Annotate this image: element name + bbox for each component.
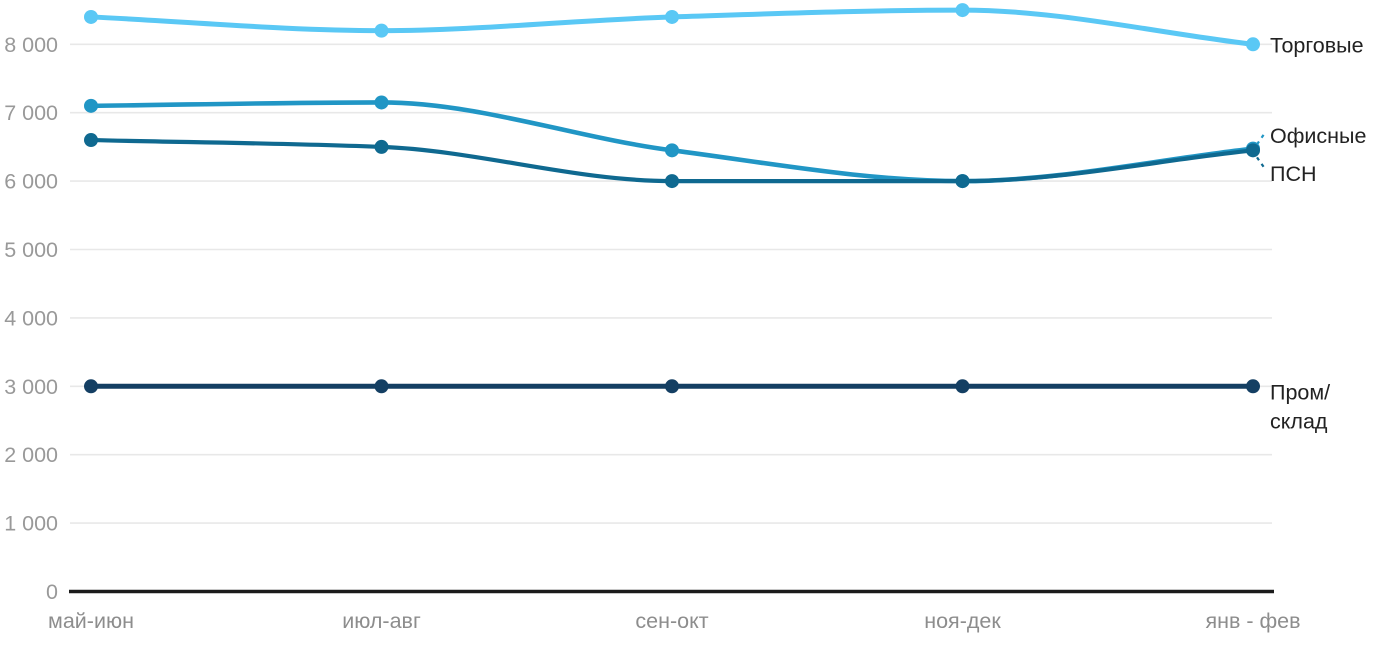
- series-point-prom-sklad: [665, 379, 679, 394]
- x-axis-tick-label: июл-авг: [342, 609, 421, 633]
- series-point-psn: [84, 133, 98, 148]
- series-point-prom-sklad: [374, 379, 389, 394]
- series-point-torgovye: [84, 9, 98, 24]
- y-axis-tick-label: 3 000: [4, 375, 58, 399]
- series-point-ofisnye: [374, 95, 389, 110]
- series-label-ofisnye: Офисные: [1270, 124, 1366, 148]
- y-axis-tick-label: 1 000: [4, 512, 58, 536]
- series-point-torgovye: [1246, 37, 1260, 52]
- x-axis-tick-label: май-июн: [48, 609, 134, 633]
- series-label-psn: ПСН: [1270, 162, 1317, 186]
- series-point-prom-sklad: [84, 379, 98, 394]
- series-point-psn: [955, 174, 970, 189]
- series-point-prom-sklad: [955, 379, 970, 394]
- x-axis-tick-label: ноя-дек: [924, 609, 1001, 633]
- series-point-prom-sklad: [1246, 379, 1260, 394]
- series-point-psn: [665, 174, 679, 189]
- series-label-prom-sklad: Пром/: [1270, 380, 1330, 404]
- y-axis-tick-label: 8 000: [4, 33, 58, 57]
- y-axis-tick-label: 5 000: [4, 238, 58, 262]
- y-axis-tick-label: 4 000: [4, 306, 58, 330]
- y-axis-tick-label: 2 000: [4, 443, 58, 467]
- leader-line-ofisnye: [1256, 130, 1267, 145]
- x-axis-tick-label: сен-окт: [635, 609, 708, 633]
- series-point-psn: [374, 139, 389, 154]
- y-axis-tick-label: 6 000: [4, 170, 58, 194]
- y-axis-tick-label: 7 000: [4, 101, 58, 125]
- series-point-torgovye: [665, 9, 679, 24]
- series-point-psn: [1246, 143, 1260, 158]
- series-point-torgovye: [955, 3, 970, 18]
- y-axis-tick-label: 0: [46, 580, 58, 604]
- leader-line-psn: [1256, 156, 1267, 171]
- x-axis-tick-label: янв - фев: [1205, 609, 1300, 633]
- series-label-prom-sklad: склад: [1270, 409, 1328, 433]
- series-point-torgovye: [374, 23, 389, 38]
- series-label-torgovye: Торговые: [1270, 33, 1364, 57]
- series-point-ofisnye: [665, 143, 679, 158]
- series-point-ofisnye: [84, 98, 98, 113]
